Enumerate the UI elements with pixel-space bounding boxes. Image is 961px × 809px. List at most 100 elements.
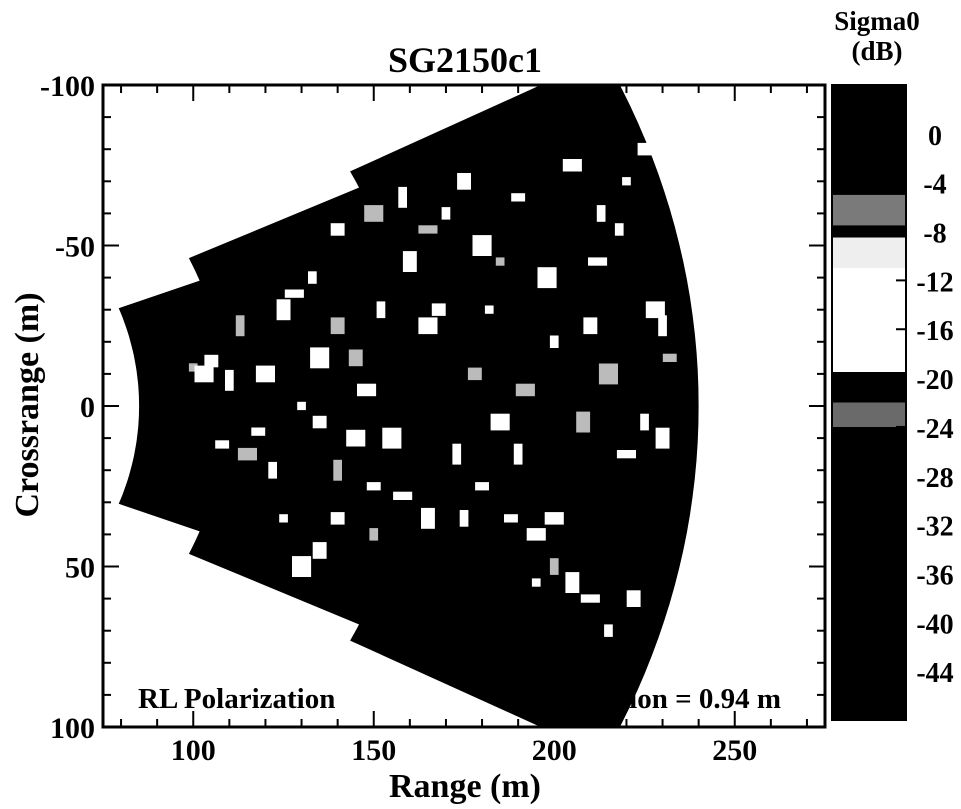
x-tick-label: 150 xyxy=(351,734,396,767)
colorbar-bands xyxy=(831,84,907,721)
colorbar-tick-label: -36 xyxy=(916,560,953,591)
colorbar-tick-label: -8 xyxy=(923,219,946,250)
bright-cell xyxy=(637,142,652,156)
colorbar-title: Sigma0 xyxy=(834,6,920,36)
bright-cell xyxy=(431,303,446,316)
bright-cell xyxy=(467,367,482,381)
bright-cell xyxy=(279,514,288,523)
bright-cell xyxy=(333,459,342,481)
bright-cell xyxy=(364,205,384,222)
colorbar-band xyxy=(832,341,906,372)
colorbar: Sigma0 (dB) 0 -4 -8 -12 -16 -20 -24 -28 -32 -36 -4… xyxy=(831,6,954,721)
x-axis-label: Range (m) xyxy=(389,768,541,805)
bright-cell xyxy=(598,363,618,385)
x-tick-label: 250 xyxy=(712,734,757,767)
bright-cell xyxy=(531,578,541,587)
bright-cell xyxy=(645,301,665,319)
bright-cell xyxy=(459,510,469,527)
bright-cell xyxy=(544,512,564,525)
bright-cell xyxy=(312,542,327,559)
bright-cell xyxy=(526,528,546,541)
bright-cell xyxy=(614,223,624,236)
bright-cell xyxy=(537,267,557,289)
bright-cell xyxy=(402,251,417,272)
bright-cell xyxy=(562,159,582,172)
bright-cell xyxy=(596,205,606,222)
bright-cell xyxy=(583,317,598,335)
colorbar-tick-label: -4 xyxy=(923,170,946,201)
bright-cell xyxy=(308,271,317,284)
colorbar-ticks: 0 -4 -8 -12 -16 -20 -24 -28 -32 -36 -40 -44 xyxy=(896,121,954,689)
bright-cell xyxy=(268,461,277,479)
bright-cell xyxy=(604,624,613,637)
bright-cell xyxy=(348,349,363,367)
bright-cell xyxy=(418,225,438,234)
bright-cell xyxy=(549,558,559,575)
bright-cell xyxy=(626,590,641,607)
bright-cells xyxy=(188,142,677,637)
bright-cell xyxy=(297,401,306,411)
bright-cell xyxy=(658,315,667,337)
bright-cell xyxy=(255,365,275,383)
bright-cell xyxy=(418,317,438,335)
colorbar-tick-label: -28 xyxy=(916,463,953,494)
bright-cell xyxy=(495,257,505,266)
bright-cell xyxy=(549,335,559,348)
bright-cell xyxy=(235,315,245,337)
bright-cell xyxy=(490,413,510,431)
bright-cell xyxy=(452,443,462,465)
y-tick-label: 100 xyxy=(50,712,95,745)
colorbar-band xyxy=(832,268,906,342)
bright-cell xyxy=(225,369,234,391)
radar-sectors xyxy=(118,85,699,727)
bright-cell xyxy=(565,572,580,593)
bright-cell xyxy=(421,507,435,529)
colorbar-tick-label: -32 xyxy=(916,512,953,543)
bright-cell xyxy=(441,207,451,220)
bright-cell xyxy=(457,173,471,190)
colorbar-tick-label: -24 xyxy=(916,414,953,445)
colorbar-unit: (dB) xyxy=(851,36,902,66)
y-axis-label: Crossrange (m) xyxy=(9,292,46,517)
bright-cell xyxy=(366,482,381,491)
bright-cell xyxy=(398,186,407,208)
colorbar-tick-label: -44 xyxy=(916,658,953,689)
bright-cell xyxy=(310,347,330,369)
bright-cell xyxy=(655,427,670,449)
bright-cell xyxy=(640,413,649,431)
polarization-annotation: RL Polarization xyxy=(138,683,335,715)
x-axis-ticks: 100 150 200 250 xyxy=(120,85,808,767)
bright-cell xyxy=(515,383,535,397)
x-tick-label: 100 xyxy=(171,734,216,767)
y-tick-label: -100 xyxy=(40,70,95,103)
plot-area: 100 150 200 250 -100 -50 0 50 100 xyxy=(40,70,827,767)
bright-cell xyxy=(376,301,386,319)
x-tick-label: 200 xyxy=(532,734,577,767)
colorbar-tick-label: -16 xyxy=(916,316,953,347)
bright-cell xyxy=(662,353,677,362)
sector-3 xyxy=(350,85,699,727)
bright-cell xyxy=(251,427,266,436)
bright-cell xyxy=(576,411,591,433)
bright-cell xyxy=(292,556,312,577)
bright-cell xyxy=(513,443,523,465)
bright-cell xyxy=(484,305,494,314)
bright-cell xyxy=(330,317,345,335)
colorbar-band xyxy=(832,426,906,720)
y-axis-ticks: -100 -50 0 50 100 xyxy=(40,70,825,745)
colorbar-tick-label: -12 xyxy=(916,267,953,298)
bright-cell xyxy=(475,482,489,491)
colorbar-frame xyxy=(831,84,907,721)
colorbar-band xyxy=(832,372,906,403)
bright-cell xyxy=(284,289,304,298)
bright-cell xyxy=(616,450,636,459)
bright-cell xyxy=(369,528,379,541)
sector-1 xyxy=(118,279,230,533)
bright-cell xyxy=(357,383,377,397)
bright-cell xyxy=(330,512,345,525)
bright-cell xyxy=(204,354,219,368)
y-tick-label: 0 xyxy=(80,391,95,424)
colorbar-band xyxy=(832,402,906,427)
bright-cell xyxy=(382,427,402,449)
